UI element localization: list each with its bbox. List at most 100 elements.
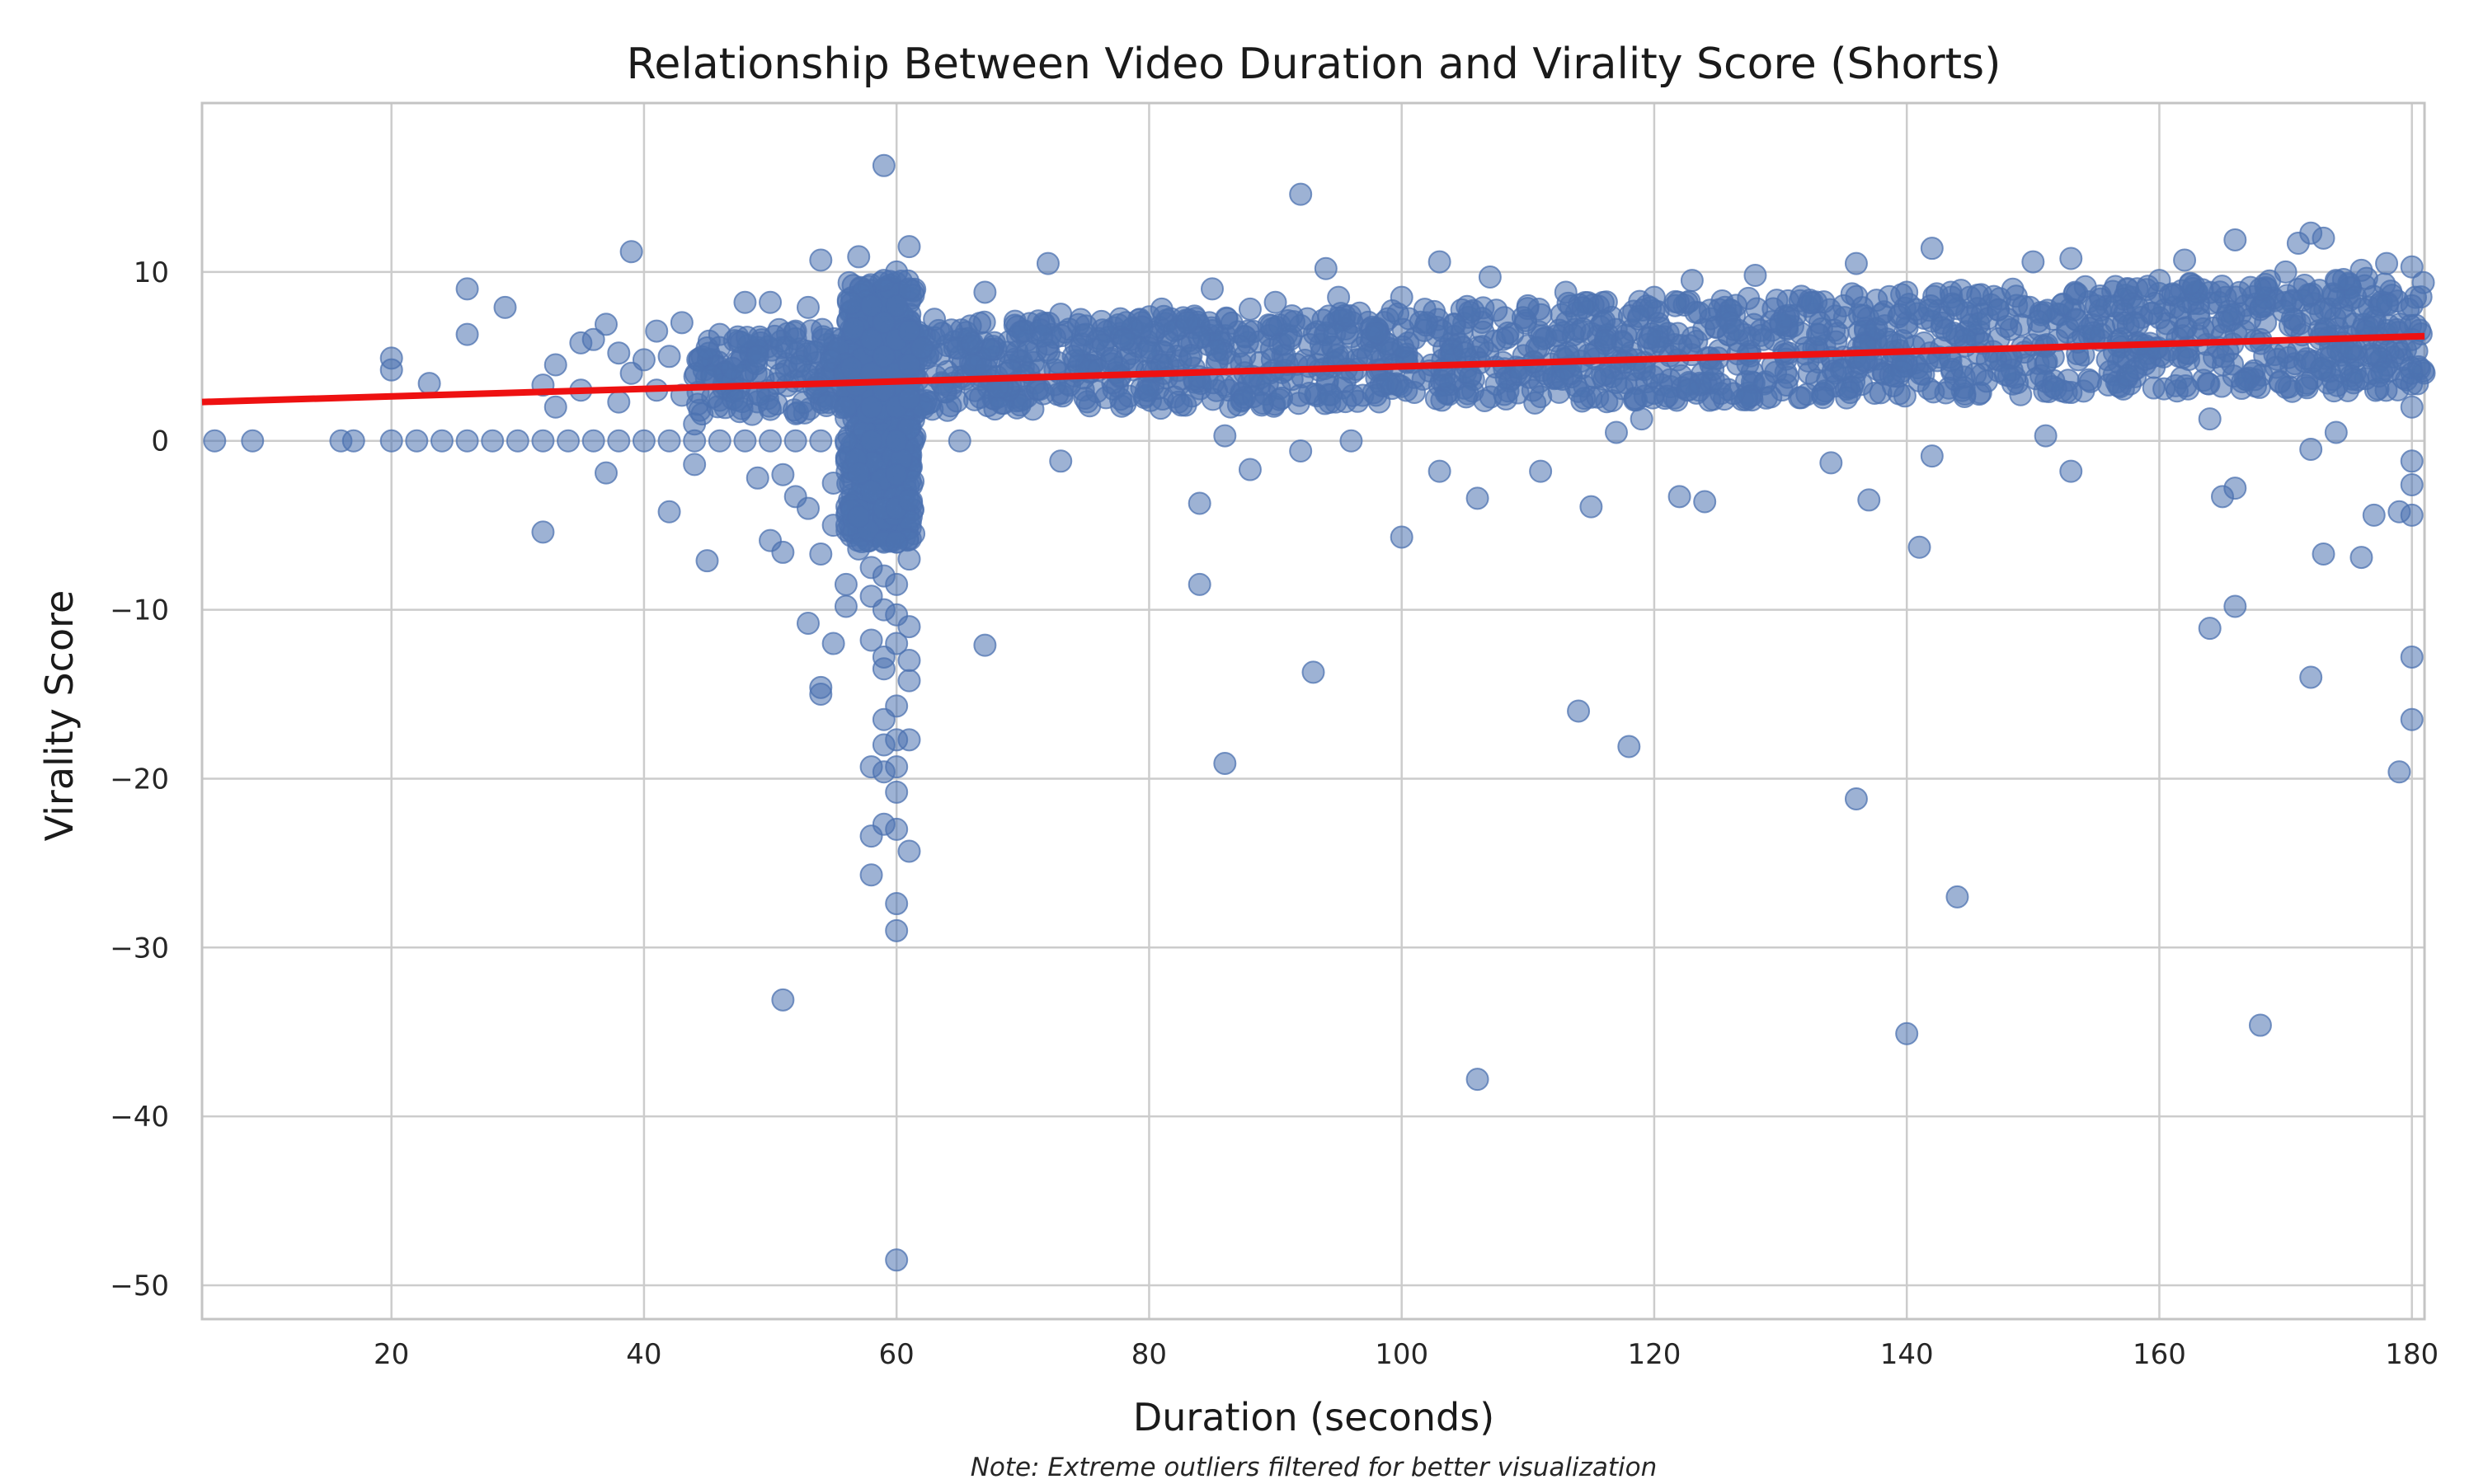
data-point xyxy=(581,327,605,351)
data-point xyxy=(1567,699,1591,723)
data-point xyxy=(581,429,605,453)
data-point xyxy=(2309,301,2333,325)
data-point xyxy=(1917,377,1940,401)
data-point xyxy=(910,336,934,360)
y-axis-label: Virality Score xyxy=(37,590,82,842)
data-point xyxy=(1844,251,1868,275)
data-point xyxy=(241,429,265,453)
data-point xyxy=(1996,308,2020,331)
data-point xyxy=(1819,451,1843,475)
data-point xyxy=(834,572,858,596)
data-point xyxy=(1391,335,1415,359)
data-point xyxy=(897,319,921,343)
scatter-points xyxy=(203,153,2436,1272)
data-point xyxy=(1759,385,1783,409)
data-point xyxy=(1617,735,1641,758)
data-point xyxy=(1430,388,1454,412)
data-point xyxy=(1327,285,1351,309)
data-point xyxy=(885,817,909,841)
data-point xyxy=(2370,360,2394,384)
y-axis-ticks: −50 −40 −30 −20 −10 0 10 xyxy=(110,256,169,1303)
data-point xyxy=(2142,376,2166,400)
data-point xyxy=(543,395,567,419)
data-point xyxy=(2122,311,2146,335)
data-point xyxy=(1174,393,1197,417)
data-point xyxy=(885,892,909,916)
data-point xyxy=(847,537,871,561)
data-point xyxy=(1049,449,1073,473)
data-point xyxy=(1112,327,1136,351)
data-point xyxy=(2211,310,2235,334)
data-point xyxy=(1201,277,1224,301)
x-tick-label: 80 xyxy=(1131,1338,1167,1371)
y-tick-label: −10 xyxy=(110,594,169,627)
data-point xyxy=(897,353,921,377)
data-point xyxy=(1465,1068,1489,1092)
data-point xyxy=(1289,182,1313,206)
data-point xyxy=(543,353,567,377)
data-point xyxy=(1415,311,1439,335)
data-point xyxy=(885,429,909,453)
data-point xyxy=(1453,341,1477,365)
data-point xyxy=(1776,365,1800,389)
data-point xyxy=(885,918,909,942)
data-point xyxy=(885,463,909,486)
data-point xyxy=(670,311,694,335)
data-point xyxy=(897,839,921,863)
data-point xyxy=(1579,495,1603,519)
data-point xyxy=(1844,787,1868,811)
data-point xyxy=(872,657,896,681)
data-point xyxy=(2272,299,2296,323)
data-point xyxy=(840,291,863,315)
data-point xyxy=(1213,752,1237,776)
data-point xyxy=(1156,330,1180,354)
data-point xyxy=(809,683,833,707)
data-point xyxy=(1427,459,1451,483)
data-point xyxy=(1667,485,1691,509)
data-point xyxy=(1857,488,1881,512)
data-point xyxy=(1698,298,1722,322)
data-point xyxy=(859,327,883,351)
data-point xyxy=(1061,345,1085,369)
data-point xyxy=(1808,311,1832,335)
data-point xyxy=(2274,260,2298,284)
data-point xyxy=(557,429,581,453)
data-point xyxy=(2324,420,2348,444)
data-point xyxy=(745,345,769,369)
data-point xyxy=(885,780,909,804)
data-point xyxy=(379,429,403,453)
data-point xyxy=(1680,269,1704,293)
data-point xyxy=(1804,368,1828,392)
data-point xyxy=(1233,386,1257,410)
data-point xyxy=(2059,247,2083,270)
plot-frame xyxy=(200,101,2426,1321)
data-point xyxy=(1529,459,1553,483)
x-axis-ticks: 20 40 60 80 100 120 140 160 180 xyxy=(374,1338,2439,1371)
data-point xyxy=(885,530,909,554)
data-point xyxy=(897,615,921,639)
x-tick-label: 180 xyxy=(2385,1338,2439,1371)
data-point xyxy=(1693,490,1717,514)
data-point xyxy=(736,326,760,350)
data-point xyxy=(1920,444,1944,468)
data-point xyxy=(2098,359,2122,383)
data-point xyxy=(1516,294,1540,317)
data-point xyxy=(885,755,909,779)
x-tick-label: 120 xyxy=(1627,1338,1681,1371)
data-point xyxy=(1365,321,1389,345)
data-point xyxy=(2090,322,2114,346)
data-point xyxy=(2299,437,2323,461)
data-point xyxy=(897,728,921,752)
data-point xyxy=(1137,336,1161,360)
data-point xyxy=(2178,272,2202,296)
data-point xyxy=(2265,347,2289,371)
data-point xyxy=(1270,386,1294,410)
data-point xyxy=(897,669,921,693)
data-point xyxy=(1832,294,1856,317)
data-point xyxy=(2293,373,2317,397)
data-point xyxy=(1993,363,2017,387)
data-point xyxy=(821,471,845,495)
data-point xyxy=(405,429,429,453)
data-point xyxy=(1663,289,1687,313)
data-point xyxy=(872,311,896,335)
